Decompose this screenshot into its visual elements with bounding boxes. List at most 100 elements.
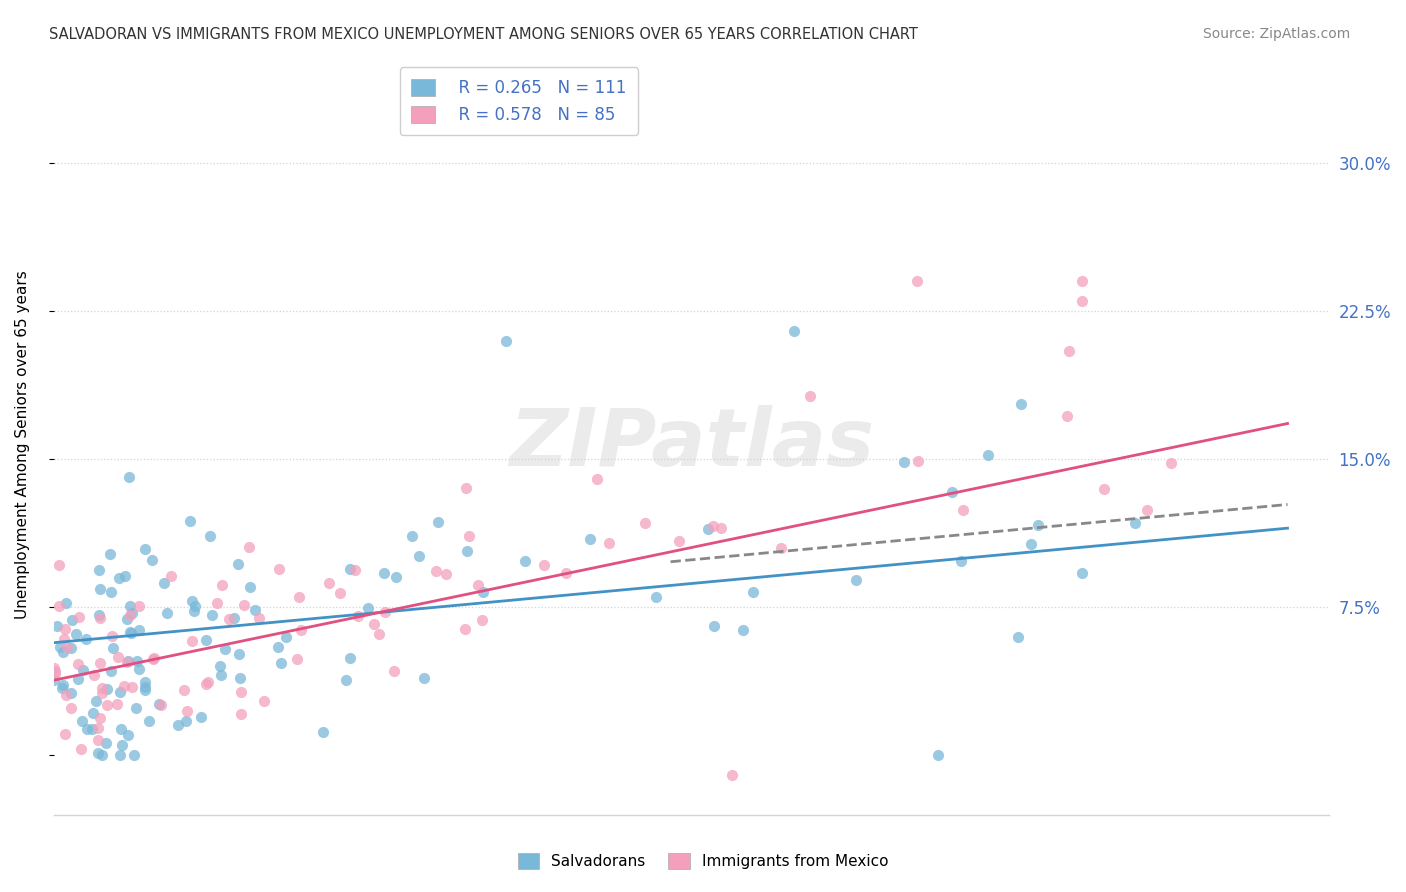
Point bbox=[76, 722, 98, 736]
Point bbox=[166, 718, 188, 732]
Point bbox=[952, 503, 974, 517]
Point bbox=[976, 448, 998, 462]
Point bbox=[495, 334, 517, 348]
Point bbox=[101, 629, 124, 643]
Point bbox=[108, 684, 131, 698]
Point bbox=[710, 521, 733, 535]
Point bbox=[59, 641, 82, 656]
Text: ZIPatlas: ZIPatlas bbox=[509, 405, 873, 483]
Point bbox=[120, 625, 142, 640]
Point bbox=[721, 768, 744, 782]
Point bbox=[401, 529, 423, 543]
Point bbox=[142, 652, 165, 666]
Point bbox=[434, 566, 457, 581]
Point bbox=[176, 704, 198, 718]
Point bbox=[226, 558, 249, 572]
Point bbox=[89, 608, 111, 623]
Point bbox=[1007, 630, 1029, 644]
Point bbox=[644, 590, 666, 604]
Point bbox=[48, 599, 70, 614]
Text: Source: ZipAtlas.com: Source: ZipAtlas.com bbox=[1202, 27, 1350, 41]
Point bbox=[84, 694, 107, 708]
Point bbox=[408, 549, 430, 564]
Point bbox=[472, 585, 495, 599]
Point bbox=[89, 610, 111, 624]
Point bbox=[1160, 456, 1182, 470]
Point bbox=[90, 686, 112, 700]
Point bbox=[742, 584, 765, 599]
Point bbox=[905, 274, 928, 288]
Point bbox=[1071, 566, 1094, 581]
Point bbox=[1056, 409, 1078, 423]
Point bbox=[374, 605, 396, 619]
Point bbox=[42, 673, 65, 688]
Point bbox=[69, 741, 91, 756]
Point bbox=[458, 529, 481, 543]
Point bbox=[120, 599, 142, 613]
Point bbox=[96, 682, 118, 697]
Point bbox=[89, 582, 111, 596]
Point bbox=[82, 723, 104, 737]
Point bbox=[45, 619, 67, 633]
Point bbox=[941, 484, 963, 499]
Point bbox=[288, 590, 311, 604]
Point bbox=[270, 656, 292, 670]
Point bbox=[65, 627, 87, 641]
Point bbox=[1010, 397, 1032, 411]
Point bbox=[195, 632, 218, 647]
Point bbox=[1026, 517, 1049, 532]
Point bbox=[339, 562, 361, 576]
Point bbox=[1070, 274, 1092, 288]
Point bbox=[190, 710, 212, 724]
Point bbox=[83, 668, 105, 682]
Point bbox=[121, 606, 143, 620]
Point bbox=[586, 472, 609, 486]
Point bbox=[247, 611, 270, 625]
Point bbox=[214, 642, 236, 657]
Point bbox=[181, 594, 204, 608]
Point bbox=[112, 679, 135, 693]
Point bbox=[467, 578, 489, 592]
Point bbox=[229, 685, 252, 699]
Point bbox=[134, 541, 156, 556]
Point bbox=[53, 622, 76, 636]
Point bbox=[269, 562, 291, 576]
Point bbox=[89, 563, 111, 577]
Point bbox=[384, 569, 406, 583]
Point bbox=[209, 668, 232, 682]
Point bbox=[121, 680, 143, 694]
Point bbox=[233, 598, 256, 612]
Point bbox=[555, 566, 578, 580]
Point bbox=[513, 554, 536, 568]
Point bbox=[1136, 503, 1159, 517]
Point bbox=[91, 681, 114, 695]
Point bbox=[382, 665, 405, 679]
Point bbox=[1092, 482, 1115, 496]
Point bbox=[134, 682, 156, 697]
Point bbox=[150, 698, 173, 713]
Point bbox=[181, 634, 204, 648]
Point bbox=[195, 676, 218, 690]
Point bbox=[357, 601, 380, 615]
Point bbox=[412, 671, 434, 685]
Point bbox=[339, 650, 361, 665]
Point bbox=[201, 608, 224, 623]
Point bbox=[91, 748, 114, 763]
Point bbox=[87, 733, 110, 747]
Point bbox=[86, 746, 108, 760]
Point bbox=[128, 623, 150, 637]
Point bbox=[453, 622, 475, 636]
Point bbox=[228, 647, 250, 661]
Point bbox=[426, 515, 449, 529]
Point bbox=[634, 516, 657, 530]
Point bbox=[200, 529, 222, 543]
Point bbox=[844, 573, 866, 587]
Point bbox=[267, 640, 290, 654]
Point bbox=[1123, 516, 1146, 530]
Point bbox=[141, 553, 163, 567]
Point bbox=[96, 698, 118, 712]
Point bbox=[67, 672, 90, 686]
Point bbox=[335, 673, 357, 687]
Point bbox=[128, 599, 150, 614]
Point bbox=[799, 389, 821, 403]
